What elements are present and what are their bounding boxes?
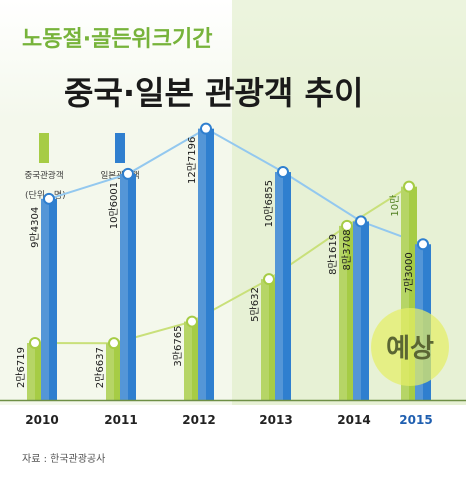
footer-panel [0,405,466,479]
point-japan-2011 [122,167,134,180]
point-japan-2014 [355,215,367,228]
value-label-china-2015: 10만 [389,195,401,217]
bar-china-2014 [339,225,355,400]
value-label-japan-2010: 9만4304 [29,207,41,248]
legend-label-china: 중국관광객 [24,170,63,181]
forecast-circle [371,308,449,386]
bar-shine-china-2011 [106,343,114,400]
legend-swatch-china [39,133,49,163]
header-kicker: 노동절·골든위크기간 [22,27,213,52]
trend-line-japan [48,127,424,246]
source-note: 자료 : 한국관광공사 [22,453,105,465]
point-china-2013 [263,273,275,286]
bar-japan-2013 [275,172,291,400]
x-tick-2014: 2014 [337,413,370,427]
legend-swatch-japan [115,133,125,163]
value-label-japan-2014: 8만3708 [341,229,353,270]
bar-japan-2012 [198,128,214,400]
value-label-china-2013: 5만632 [249,287,261,322]
bar-shine-china-2012 [184,321,192,400]
bar-shine-china-2010 [27,342,35,400]
value-label-japan-2015: 7만3000 [403,252,415,293]
point-china-2011 [108,337,120,350]
bar-china-2011 [106,343,122,400]
bar-japan-2011 [120,173,136,400]
bar-china-2013 [261,279,277,400]
bar-shine-china-2013 [261,279,269,400]
point-china-2012 [186,315,198,328]
bar-shine-china-2014 [339,225,347,400]
bar-china-2010 [27,342,43,400]
x-tick-2013: 2013 [259,413,292,427]
bar-china-2012 [184,321,200,400]
forecast-badge: 예상 [386,334,434,364]
point-japan-2010 [43,192,55,205]
value-label-japan-2013: 10만6855 [263,180,275,227]
bar-shine-china-2015 [401,186,409,400]
point-china-2014 [341,219,353,232]
bar-japan-2014 [353,221,369,400]
bar-shine-japan-2014 [353,221,361,400]
bar-shine-japan-2013 [275,172,283,400]
value-label-china-2014: 8만1619 [327,234,339,275]
bar-japan-2010 [41,198,57,400]
x-tick-2011: 2011 [104,413,137,427]
x-tick-2012: 2012 [182,413,215,427]
point-japan-2012 [200,122,212,135]
value-label-japan-2011: 10만6001 [108,182,120,229]
bar-shine-japan-2011 [120,173,128,400]
value-label-china-2011: 2만6637 [94,347,106,388]
point-china-2010 [29,336,41,349]
bar-shine-japan-2010 [41,198,49,400]
point-china-2015 [403,180,415,193]
bar-shine-japan-2012 [198,128,206,400]
value-label-china-2010: 2만6719 [15,347,27,388]
value-label-china-2012: 3만6765 [172,326,184,367]
x-tick-2015: 2015 [399,413,432,427]
chart-title: 중국·일본 관광객 추이 [64,74,363,112]
value-label-japan-2012: 12만7196 [186,137,198,184]
point-japan-2013 [277,166,289,179]
point-japan-2015 [417,238,429,251]
x-tick-2010: 2010 [25,413,58,427]
